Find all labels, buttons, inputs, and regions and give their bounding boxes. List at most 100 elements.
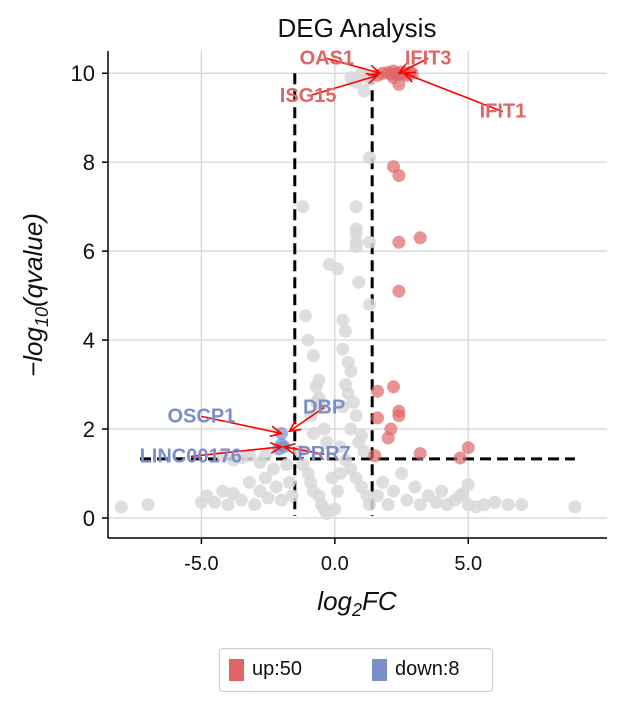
y-tick-label: 6 [83, 239, 95, 264]
volcano-chart: OAS1 IFIT3 ISG15 IFIT1 OSCP1 DBP LINC00176 PRR7… [18, 13, 607, 620]
point-ns [266, 462, 280, 476]
point-ns [141, 498, 155, 512]
point-ns [477, 498, 491, 512]
point-up [371, 384, 385, 398]
point-ns [242, 475, 256, 489]
x-tick-label: -5.0 [184, 553, 218, 575]
point-ns [435, 484, 449, 498]
point-ns [280, 458, 294, 472]
annotation-label: OSCP1 [167, 405, 235, 427]
point-ns [336, 400, 350, 414]
point-ns [408, 480, 422, 494]
point-ns [346, 395, 360, 409]
annotation-arrow [201, 415, 282, 435]
point-ns [349, 409, 363, 423]
point-ns [568, 500, 582, 514]
point-ns [349, 226, 363, 240]
point-ns [330, 484, 344, 498]
annotation-arrow [283, 446, 325, 455]
annotation-arrowhead [282, 442, 296, 455]
legend-swatch-up [229, 658, 244, 681]
point-ns [261, 491, 275, 505]
point-ns [314, 400, 328, 414]
point-ns [387, 484, 401, 498]
annotation-arrowhead [287, 420, 302, 433]
annotation-arrow [289, 406, 325, 432]
annotation-label: IFIT1 [480, 101, 527, 123]
point-ns [400, 493, 414, 507]
annotation-label: PRR7 [297, 443, 350, 465]
point-ns [363, 298, 377, 312]
annotation-label: IFIT3 [405, 47, 452, 69]
point-ns [515, 498, 529, 512]
point-up [413, 231, 427, 245]
legend-item-up: up:50 [229, 658, 302, 681]
x-tick-label: 5.0 [454, 553, 482, 575]
annotation-arrow [403, 72, 504, 113]
point-ns [413, 498, 427, 512]
point-ns [488, 495, 502, 509]
point-ns [208, 495, 222, 509]
point-ns [242, 449, 256, 463]
point-ns [320, 435, 334, 449]
point-ns [461, 478, 475, 492]
y-tick-label: 0 [83, 506, 95, 531]
scatter-points [114, 64, 582, 521]
point-ns [317, 422, 331, 436]
point-up [392, 169, 406, 183]
point-ns [336, 313, 350, 327]
point-up [392, 404, 406, 418]
annotation-arrowhead [269, 442, 284, 454]
point-ns [234, 493, 248, 507]
point-ns [221, 498, 235, 512]
point-ns [344, 422, 358, 436]
annotation-arrow [190, 446, 282, 458]
annotation-label: LINC00176 [140, 445, 242, 467]
x-tick-label: 0.0 [321, 553, 349, 575]
axes: -5.0 0.0 5.0 0 2 4 6 8 10 [71, 51, 607, 575]
gene-annotations: OAS1 IFIT3 ISG15 IFIT1 OSCP1 DBP LINC00176 PRR7 [140, 47, 527, 467]
point-up [392, 235, 406, 249]
point-ns [363, 151, 377, 165]
y-tick-label: 2 [83, 417, 95, 442]
point-up [413, 446, 427, 460]
point-ns [357, 444, 371, 458]
point-up [368, 449, 382, 463]
legend-item-down: down:8 [372, 658, 460, 681]
annotation-label: ISG15 [280, 85, 337, 107]
point-ns [306, 349, 320, 363]
point-ns [330, 262, 344, 276]
point-up [453, 451, 467, 465]
point-ns [333, 467, 347, 481]
point-ns [274, 493, 288, 507]
point-ns [395, 467, 409, 481]
annotation-arrow [307, 74, 378, 97]
point-ns [298, 309, 312, 323]
annotation-arrowhead [402, 71, 417, 83]
point-ns [357, 84, 371, 98]
point-ns [363, 235, 377, 249]
legend-label-up: up:50 [252, 658, 303, 680]
point-ns [501, 498, 515, 512]
y-tick-label: 8 [83, 150, 95, 175]
legend-swatch-down [372, 658, 387, 681]
point-ns [453, 489, 467, 503]
threshold-lines [140, 73, 575, 516]
point-ns [296, 200, 310, 214]
annotation-arrow [326, 57, 381, 75]
point-ns [336, 342, 350, 356]
y-axis-label: −log10(qvalue) [18, 213, 52, 377]
point-ns [371, 489, 385, 503]
point-ns [293, 444, 307, 458]
annotation-arrowhead [365, 72, 380, 85]
point-up [387, 380, 401, 394]
legend: up:50 down:8 [219, 648, 493, 692]
point-ns [349, 240, 363, 254]
annotation-arrowhead [269, 425, 284, 438]
point-ns [376, 475, 390, 489]
chart-title: DEG Analysis [278, 13, 437, 43]
point-ns [429, 495, 443, 509]
point-up [392, 284, 406, 298]
point-ns [285, 489, 299, 503]
point-ns [381, 498, 395, 512]
